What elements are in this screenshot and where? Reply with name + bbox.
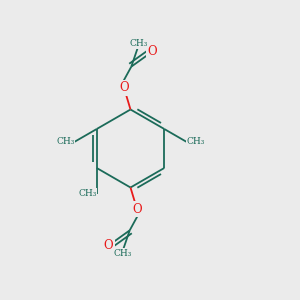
Text: CH₃: CH₃: [113, 249, 132, 258]
Text: O: O: [119, 81, 129, 94]
Text: O: O: [148, 45, 157, 58]
Text: O: O: [132, 202, 142, 216]
Text: CH₃: CH₃: [129, 39, 148, 48]
Text: O: O: [104, 239, 113, 252]
Text: CH₃: CH₃: [186, 137, 205, 146]
Text: CH₃: CH₃: [56, 137, 75, 146]
Text: CH₃: CH₃: [78, 189, 97, 198]
